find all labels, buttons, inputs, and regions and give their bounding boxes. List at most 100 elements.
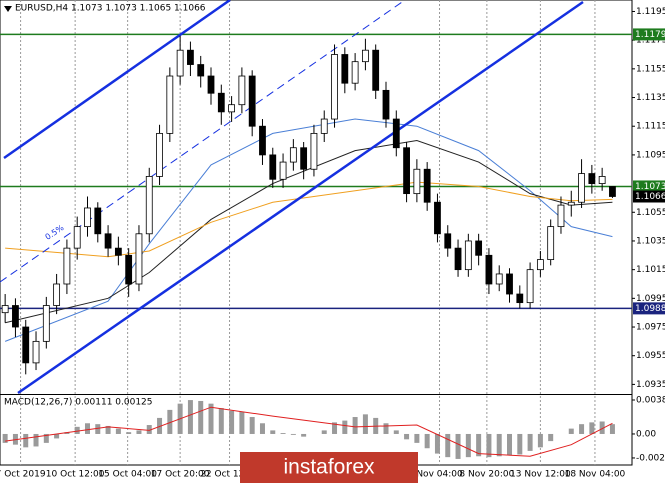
level-label: 1.0988	[635, 304, 665, 314]
candle-body	[135, 233, 143, 285]
macd-bar	[537, 433, 543, 448]
candle-body	[526, 269, 534, 304]
candle-body	[125, 254, 133, 285]
candle-body	[392, 118, 400, 149]
macd-bar	[589, 422, 595, 434]
candle-body	[609, 186, 616, 197]
candle-body	[588, 173, 596, 184]
macd-bar	[43, 433, 49, 443]
candle-body	[269, 154, 277, 180]
y-tick-label: 1.1135	[636, 93, 665, 103]
candle-body	[84, 207, 91, 228]
macd-bar	[404, 433, 410, 440]
macd-label: MACD(12,26,7) 0.00111 0.00125	[4, 398, 153, 408]
macd-bar	[249, 417, 255, 434]
macd-bar	[424, 433, 430, 449]
y-tick-label: 1.1055	[636, 208, 665, 218]
price-label: 1.1066	[635, 192, 665, 202]
macd-bar	[74, 426, 80, 434]
macd-bar	[290, 433, 296, 435]
moving-average	[4, 118, 613, 342]
macd-bar	[187, 400, 193, 434]
macd-bar	[507, 433, 513, 456]
y-tick-label: 1.0935	[636, 380, 665, 390]
candle-body	[464, 240, 472, 271]
candle-body	[320, 118, 328, 134]
y-tick-label: 1.1015	[636, 265, 665, 275]
macd-bar	[208, 403, 214, 434]
candle-body	[495, 273, 503, 285]
candle-body	[362, 49, 369, 63]
candle-body	[12, 305, 19, 328]
y-tick-label: 0.00381	[636, 395, 665, 405]
candle-body	[1, 305, 9, 314]
symbol-icon	[4, 6, 12, 12]
macd-bar	[126, 432, 132, 434]
macd-bar	[486, 433, 492, 458]
macd-bar	[362, 414, 368, 434]
candle-body	[217, 92, 225, 113]
macd-bar	[321, 430, 327, 434]
macd-bar	[167, 409, 173, 434]
candle-body	[22, 326, 30, 364]
macd-bar	[517, 433, 523, 455]
front-layer: 1.1195 1.1175 1.1155 1.1135 1.1115 1.1095 1.10…	[0, 7, 665, 480]
candle-body	[197, 64, 205, 77]
candle-body	[454, 247, 462, 271]
x-tick-label: 13 Nov 12:00	[510, 470, 571, 480]
level-label-box	[633, 28, 665, 41]
y-tick-label: 1.0955	[636, 351, 665, 361]
candle-body	[598, 176, 606, 184]
candle-body	[403, 147, 410, 195]
watermark-box	[240, 452, 418, 483]
candle-body	[331, 54, 338, 120]
y-tick-label: 1.0975	[636, 323, 665, 333]
y-tick-label: 1.1095	[636, 150, 665, 160]
macd-bar	[64, 432, 70, 434]
channel-line	[17, 0, 584, 395]
candle-body	[73, 226, 81, 249]
candle-body	[145, 176, 153, 235]
y-tick-label: 0.00	[636, 429, 656, 439]
macd-bar	[23, 433, 29, 448]
macd-bar	[383, 423, 389, 434]
macd-bar	[95, 424, 101, 434]
macd-bar	[332, 422, 338, 434]
candle-body	[279, 161, 287, 180]
candle-body	[434, 201, 441, 235]
macd-bar	[2, 433, 8, 443]
candle-body	[567, 201, 575, 206]
y-tick-label: 1.1155	[636, 64, 665, 74]
macd-bar	[393, 430, 399, 434]
macd-bar	[136, 430, 142, 434]
candle-body	[310, 132, 318, 170]
x-tick-label: 15 Oct 04:00	[98, 470, 157, 480]
back-layer	[0, 0, 635, 465]
macd-bar	[239, 411, 245, 434]
y-tick-label: 1.1035	[636, 236, 665, 246]
price-label-box	[633, 190, 665, 203]
candle-body	[42, 305, 50, 342]
candle-body	[207, 75, 215, 94]
chart-title: EURUSD,H4 1.1073 1.1073 1.1065 1.1066	[15, 4, 206, 14]
macd-bar	[115, 428, 121, 434]
macd-bar	[270, 430, 276, 434]
y-tick-label: 1.1175	[636, 36, 665, 46]
macd-bar	[280, 433, 286, 434]
y-tick-label: 1.1195	[636, 7, 665, 17]
candle-body	[187, 49, 194, 65]
macd-bar	[465, 433, 471, 458]
candle-body	[300, 147, 308, 170]
level-label: 1.1073	[635, 182, 665, 192]
x-tick-label: 10 Oct 12:00	[46, 470, 105, 480]
candle-body	[104, 233, 112, 249]
candle-body	[516, 293, 524, 304]
macd-bar	[599, 421, 605, 434]
candle-body	[547, 226, 555, 261]
candle-body	[536, 259, 544, 271]
candle-body	[248, 75, 256, 127]
macd-bar	[609, 424, 615, 434]
x-tick-label: 22 Oct 12:00	[200, 470, 259, 480]
